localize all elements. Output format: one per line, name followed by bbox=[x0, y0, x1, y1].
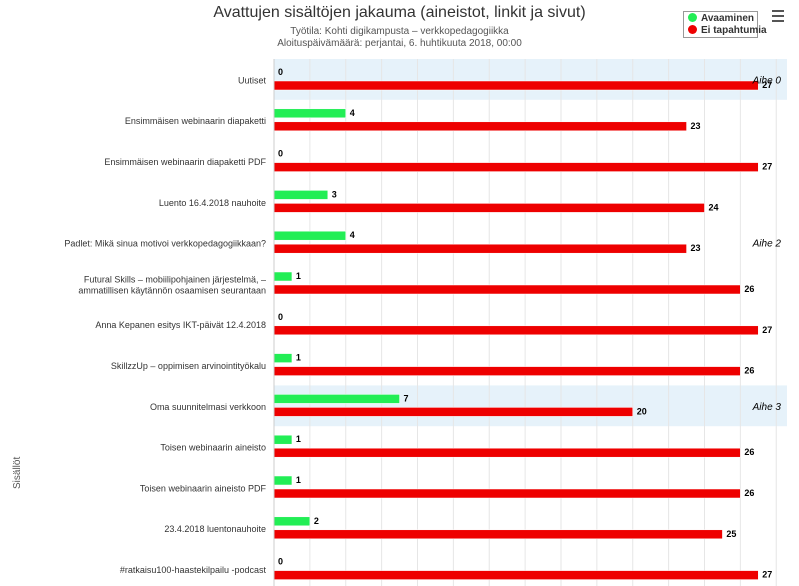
data-label-ei-tapahtumia: 26 bbox=[744, 447, 754, 457]
plot-band-0 bbox=[274, 59, 787, 100]
hamburger-icon[interactable] bbox=[772, 10, 784, 22]
bar-ei-tapahtumia bbox=[273, 325, 759, 336]
bar-avaaminen bbox=[273, 516, 311, 527]
legend-marker-avaaminen bbox=[688, 13, 697, 22]
data-label-ei-tapahtumia: 23 bbox=[691, 121, 701, 131]
plot-band-2 bbox=[274, 385, 787, 427]
data-label-avaaminen: 1 bbox=[296, 434, 301, 444]
data-label-ei-tapahtumia: 26 bbox=[744, 488, 754, 498]
bar-ei-tapahtumia bbox=[273, 447, 741, 458]
category-label: Ensimmäisen webinaarin diapaketti PDF bbox=[104, 157, 266, 167]
band-label: Aihe 0 bbox=[752, 75, 782, 86]
data-label-ei-tapahtumia: 24 bbox=[708, 202, 718, 212]
band-label: Aihe 2 bbox=[752, 239, 782, 250]
category-label: Oma suunnitelmasi verkkoon bbox=[150, 402, 266, 412]
bar-ei-tapahtumia bbox=[273, 570, 759, 580]
bar-avaaminen bbox=[273, 230, 346, 241]
bar-avaaminen bbox=[273, 434, 293, 445]
data-label-avaaminen: 4 bbox=[350, 230, 355, 240]
data-label-ei-tapahtumia: 27 bbox=[762, 570, 772, 580]
bar-avaaminen bbox=[273, 190, 329, 200]
bar-ei-tapahtumia bbox=[273, 407, 633, 417]
legend-marker-ei-tapahtumia bbox=[688, 25, 697, 34]
data-label-avaaminen: 0 bbox=[278, 557, 283, 567]
category-label: Toisen webinaarin aineisto bbox=[160, 443, 266, 453]
legend: Avaaminen Ei tapahtumia bbox=[683, 11, 767, 38]
category-label: SkillzzUp – oppimisen arvinointityökalu bbox=[111, 361, 266, 371]
bar-ei-tapahtumia bbox=[273, 243, 687, 254]
data-label-avaaminen: 4 bbox=[350, 108, 355, 118]
category-label: Futural Skills – mobiilipohjainen järjes… bbox=[78, 274, 266, 295]
category-label: Toisen webinaarin aineisto PDF bbox=[140, 483, 267, 493]
bar-ei-tapahtumia bbox=[273, 203, 705, 213]
data-label-ei-tapahtumia: 25 bbox=[726, 529, 736, 539]
data-label-ei-tapahtumia: 20 bbox=[637, 406, 647, 416]
bar-avaaminen bbox=[273, 475, 293, 486]
bar-ei-tapahtumia bbox=[273, 284, 741, 295]
category-label: Uutiset bbox=[238, 75, 267, 85]
category-label: Luento 16.4.2018 nauhoite bbox=[159, 198, 266, 208]
chart-title: Avattujen sisältöjen jakauma (aineistot,… bbox=[213, 4, 586, 21]
data-label-avaaminen: 3 bbox=[332, 189, 337, 199]
category-label: Padlet: Mikä sinua motivoi verkkopedagog… bbox=[64, 239, 266, 249]
data-label-ei-tapahtumia: 27 bbox=[762, 325, 772, 335]
bar-ei-tapahtumia bbox=[273, 488, 741, 499]
category-label: 23.4.2018 luentonauhoite bbox=[164, 524, 266, 534]
bar-ei-tapahtumia bbox=[273, 80, 759, 91]
legend-item-avaaminen[interactable]: Avaaminen bbox=[688, 13, 754, 25]
bar-ei-tapahtumia bbox=[273, 529, 723, 540]
band-label: Aihe 3 bbox=[752, 402, 782, 413]
data-label-ei-tapahtumia: 27 bbox=[762, 162, 772, 172]
category-label: #ratkaisu100-haastekilpailu -podcast bbox=[120, 565, 267, 575]
data-label-avaaminen: 2 bbox=[314, 516, 319, 526]
data-label-ei-tapahtumia: 27 bbox=[762, 80, 772, 90]
category-label: Ensimmäisen webinaarin diapaketti bbox=[125, 116, 266, 126]
data-label-ei-tapahtumia: 23 bbox=[691, 243, 701, 253]
bar-avaaminen bbox=[273, 271, 293, 282]
data-label-ei-tapahtumia: 26 bbox=[744, 366, 754, 376]
data-label-avaaminen: 0 bbox=[278, 67, 283, 77]
bar-avaaminen bbox=[273, 353, 293, 363]
data-label-ei-tapahtumia: 26 bbox=[744, 284, 754, 294]
bar-ei-tapahtumia bbox=[273, 162, 759, 172]
chart-subtitle-line-2: Aloituspäivämäärä: perjantai, 6. huhtiku… bbox=[277, 38, 522, 49]
bar-ei-tapahtumia bbox=[273, 366, 741, 376]
bar-ei-tapahtumia bbox=[273, 121, 687, 132]
data-label-avaaminen: 0 bbox=[278, 312, 283, 322]
bar-avaaminen bbox=[273, 108, 346, 119]
chart-subtitle-line-1: Työtila: Kohti digikampusta – verkkopeda… bbox=[290, 26, 509, 37]
legend-label-ei-tapahtumia: Ei tapahtumia bbox=[701, 25, 767, 36]
legend-label-avaaminen: Avaaminen bbox=[701, 13, 754, 24]
data-label-avaaminen: 7 bbox=[404, 393, 409, 403]
data-label-avaaminen: 1 bbox=[296, 475, 301, 485]
data-label-avaaminen: 1 bbox=[296, 353, 301, 363]
legend-item-ei-tapahtumia[interactable]: Ei tapahtumia bbox=[688, 25, 767, 37]
bar-avaaminen bbox=[273, 394, 400, 404]
data-label-avaaminen: 0 bbox=[278, 149, 283, 159]
data-label-avaaminen: 1 bbox=[296, 271, 301, 281]
category-label: Anna Kepanen esitys IKT-päivät 12.4.2018 bbox=[95, 320, 266, 330]
